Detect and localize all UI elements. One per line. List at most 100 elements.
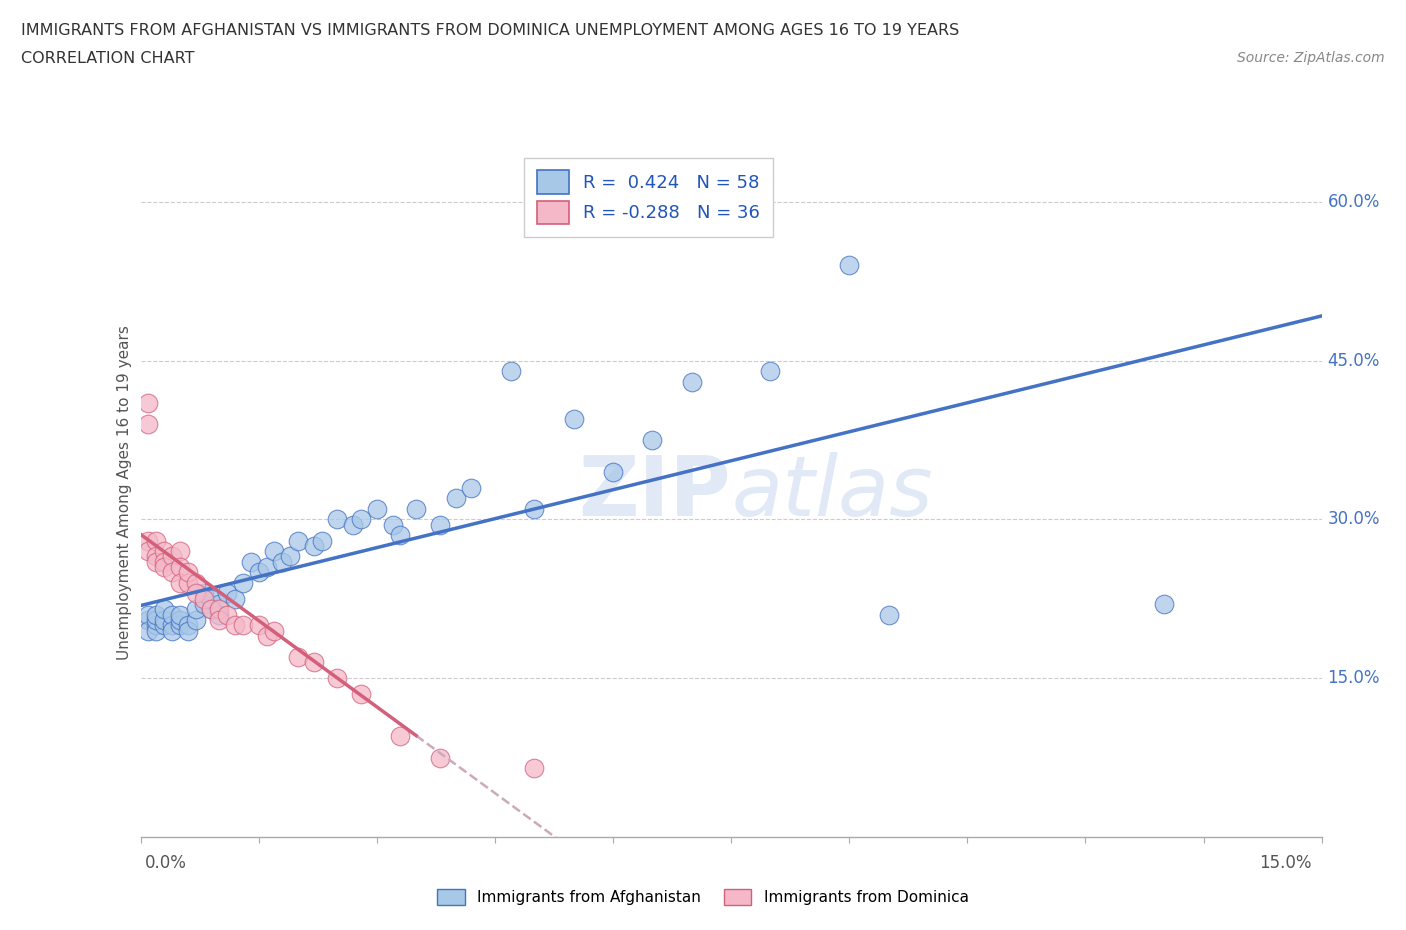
Point (184, 586, 207, 601)
Point (160, 549, 183, 564)
Point (311, 533, 333, 548)
Point (145, 607, 167, 622)
Point (169, 618, 191, 632)
Point (193, 597, 215, 612)
Point (145, 623, 167, 638)
Point (326, 671, 349, 685)
Point (177, 576, 200, 591)
Point (169, 607, 191, 622)
Text: IMMIGRANTS FROM AFGHANISTAN VS IMMIGRANTS FROM DOMINICA UNEMPLOYMENT AMONG AGES : IMMIGRANTS FROM AFGHANISTAN VS IMMIGRANT… (21, 23, 959, 38)
Text: Source: ZipAtlas.com: Source: ZipAtlas.com (1237, 51, 1385, 65)
Text: 45.0%: 45.0% (1327, 352, 1379, 369)
Point (208, 597, 231, 612)
Point (138, 607, 160, 622)
Point (681, 374, 703, 389)
Point (208, 607, 231, 622)
Point (138, 544, 160, 559)
Point (405, 501, 427, 516)
Point (217, 586, 239, 601)
Point (641, 432, 664, 447)
Point (200, 602, 222, 617)
Text: atlas: atlas (731, 452, 932, 534)
Point (138, 623, 160, 638)
Point (232, 618, 254, 632)
Point (160, 618, 183, 632)
Legend: Immigrants from Afghanistan, Immigrants from Dominica: Immigrants from Afghanistan, Immigrants … (430, 882, 976, 913)
Point (138, 417, 160, 432)
Point (381, 517, 404, 532)
Point (562, 411, 585, 426)
Point (256, 629, 278, 644)
Point (429, 751, 451, 765)
Point (217, 607, 239, 622)
Point (263, 623, 285, 638)
Point (499, 364, 522, 379)
Point (326, 512, 349, 526)
Point (302, 538, 325, 553)
Point (224, 618, 246, 632)
Point (460, 480, 482, 495)
Point (184, 602, 207, 617)
Point (160, 607, 183, 622)
Point (177, 623, 200, 638)
Text: 30.0%: 30.0% (1327, 511, 1381, 528)
Point (145, 554, 167, 569)
Point (145, 618, 167, 632)
Point (877, 607, 900, 622)
Point (193, 586, 215, 601)
Point (271, 554, 294, 569)
Point (169, 560, 191, 575)
Text: CORRELATION CHART: CORRELATION CHART (21, 51, 194, 66)
Point (1153, 597, 1175, 612)
Point (444, 491, 467, 506)
Point (523, 761, 546, 776)
Point (389, 528, 412, 543)
Point (389, 729, 412, 744)
Text: 15.0%: 15.0% (1327, 670, 1381, 687)
Text: 60.0%: 60.0% (1327, 193, 1379, 211)
Point (350, 686, 373, 701)
Point (287, 533, 309, 548)
Point (208, 613, 231, 628)
Point (177, 618, 200, 632)
Point (350, 512, 373, 526)
Point (342, 517, 364, 532)
Text: 0.0%: 0.0% (145, 854, 187, 871)
Point (184, 613, 207, 628)
Point (247, 618, 270, 632)
Point (247, 565, 270, 579)
Point (759, 364, 782, 379)
Point (838, 258, 860, 272)
Y-axis label: Unemployment Among Ages 16 to 19 years: Unemployment Among Ages 16 to 19 years (117, 326, 132, 660)
Point (153, 560, 176, 575)
Point (287, 649, 309, 664)
Point (263, 544, 285, 559)
Point (366, 501, 388, 516)
Point (169, 613, 191, 628)
Point (278, 549, 301, 564)
Point (224, 591, 246, 606)
Legend: R =  0.424   N = 58, R = -0.288   N = 36: R = 0.424 N = 58, R = -0.288 N = 36 (524, 158, 773, 237)
Point (145, 549, 167, 564)
Point (232, 576, 254, 591)
Point (153, 602, 176, 617)
Point (256, 560, 278, 575)
Point (602, 464, 624, 479)
Point (523, 501, 546, 516)
Point (153, 618, 176, 632)
Point (138, 533, 160, 548)
Point (429, 517, 451, 532)
Point (200, 602, 222, 617)
Point (200, 591, 222, 606)
Point (169, 576, 191, 591)
Point (177, 565, 200, 579)
Point (145, 533, 167, 548)
Point (145, 613, 167, 628)
Point (160, 565, 183, 579)
Point (160, 623, 183, 638)
Point (302, 655, 325, 670)
Point (193, 591, 215, 606)
Point (138, 613, 160, 628)
Text: ZIP: ZIP (579, 452, 731, 534)
Text: 15.0%: 15.0% (1260, 854, 1312, 871)
